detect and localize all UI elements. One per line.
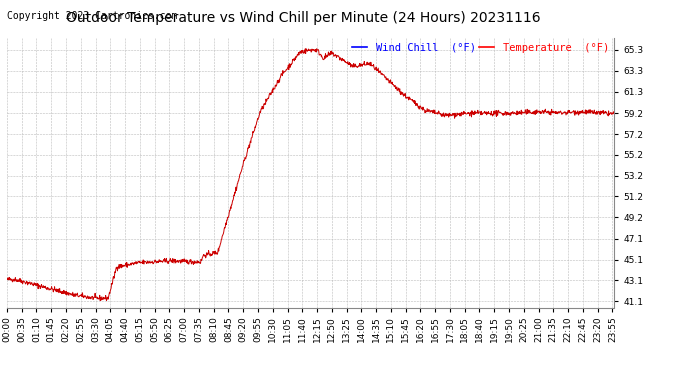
Legend: Wind Chill  (°F), Temperature  (°F): Wind Chill (°F), Temperature (°F)	[352, 43, 609, 53]
Text: Copyright 2023 Cartronics.com: Copyright 2023 Cartronics.com	[7, 11, 177, 21]
Text: Outdoor Temperature vs Wind Chill per Minute (24 Hours) 20231116: Outdoor Temperature vs Wind Chill per Mi…	[66, 11, 541, 25]
